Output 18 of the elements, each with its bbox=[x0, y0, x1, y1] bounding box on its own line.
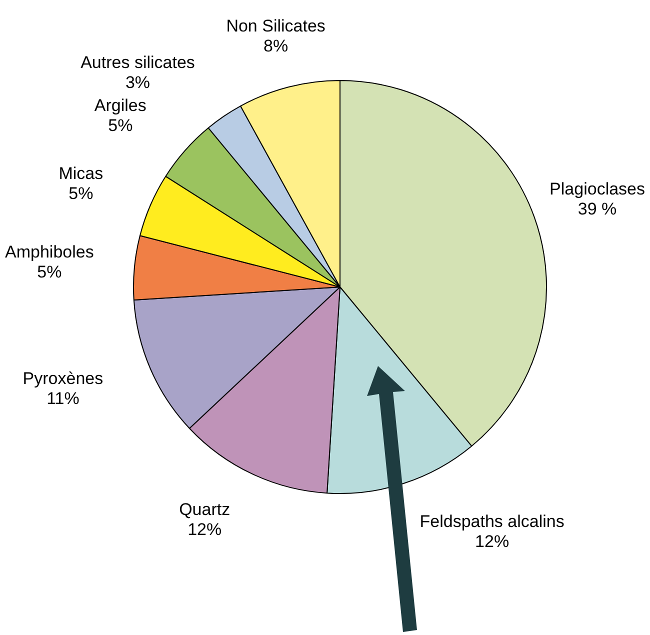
data-label: 8% bbox=[264, 36, 288, 56]
data-label: 3% bbox=[125, 73, 150, 92]
data-label: 5% bbox=[108, 116, 133, 135]
slice-label: Pyroxènes bbox=[22, 369, 104, 388]
data-label: 5% bbox=[68, 184, 94, 204]
slice-label: Non Silicates bbox=[226, 16, 326, 36]
slice-label: Feldspaths alcalins bbox=[420, 512, 564, 532]
data-label: 39 % bbox=[578, 199, 617, 218]
slice-label: Plagioclases bbox=[550, 179, 646, 198]
slice-label: Micas bbox=[58, 164, 104, 184]
data-label: 12% bbox=[188, 520, 222, 540]
slice-label: Autres silicates bbox=[80, 53, 195, 72]
data-label: 5% bbox=[37, 262, 62, 282]
slice-label: Amphiboles bbox=[5, 242, 94, 262]
data-label: 11% bbox=[46, 389, 80, 408]
slice-label: Argiles bbox=[94, 96, 146, 115]
data-label: 12% bbox=[475, 532, 510, 552]
slice-label: Quartz bbox=[179, 500, 230, 520]
